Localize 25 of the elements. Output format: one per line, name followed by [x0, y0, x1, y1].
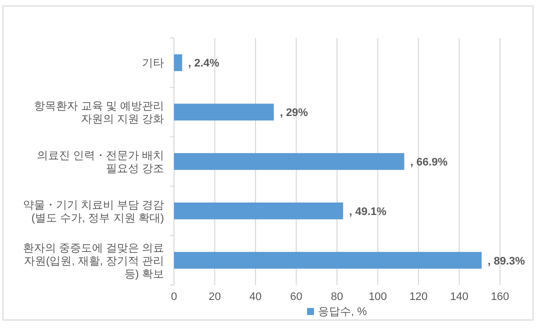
bar — [174, 252, 482, 269]
legend-label: 응답수, % — [318, 306, 368, 318]
bar — [174, 54, 182, 72]
x-tick-label: 140 — [450, 291, 468, 303]
x-tick-label: 100 — [368, 291, 387, 303]
y-tick-label: 항목환자 교육 및 예방관리 자원의 지원 강화 — [34, 100, 164, 126]
x-tick-label: 160 — [490, 291, 510, 303]
annotation: , 2.4% — [188, 58, 220, 70]
y-tick-label: 환자의 중증도에 걸맞은 의료 자원(입원, 재활, 장기적 관리 등) 확보 — [22, 242, 164, 280]
x-tick-label: 80 — [330, 291, 344, 303]
y-tick-label: 기타 — [142, 58, 164, 70]
annotation: , 66.9% — [410, 156, 448, 168]
annotation: , 89.3% — [488, 255, 526, 268]
bar — [174, 104, 274, 120]
x-tick-label: 0 — [170, 291, 178, 303]
x-tick-label: 60 — [290, 291, 302, 303]
y-tick-label: 의료진 인력・전문가 배치 필요성 강조 — [36, 150, 164, 175]
bar — [174, 153, 404, 170]
x-tick-label: 20 — [208, 291, 221, 303]
annotation: , 29% — [280, 107, 308, 120]
y-tick-label: 약물・기기 치료비 부담 경감 (별도 수가, 정부 지원 확대) — [22, 199, 164, 224]
x-tick-label: 40 — [249, 291, 262, 303]
bar — [174, 202, 344, 220]
annotation: , 49.1% — [349, 206, 387, 218]
x-tick-label: 120 — [409, 291, 428, 303]
